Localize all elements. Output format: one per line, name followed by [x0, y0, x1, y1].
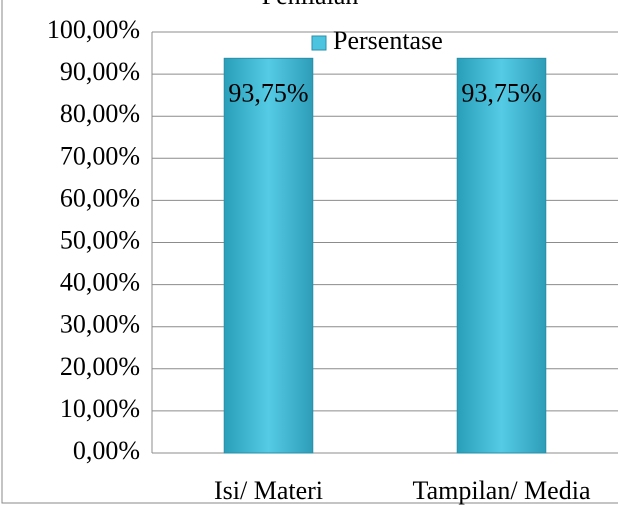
y-tick-label: 100,00%	[47, 15, 140, 44]
bar	[456, 57, 547, 454]
y-tick-label: 10,00%	[60, 394, 140, 423]
y-tick-label: 30,00%	[60, 310, 140, 339]
y-tick-label: 20,00%	[60, 352, 140, 381]
y-tick-label: 50,00%	[60, 225, 140, 254]
legend-swatch	[311, 35, 327, 51]
legend-label: Persentase	[333, 26, 443, 55]
x-tick-label: Tampilan/ Media	[413, 476, 591, 505]
data-label: 93,75%	[461, 78, 541, 107]
y-tick-label: 70,00%	[60, 141, 140, 170]
y-tick-label: 60,00%	[60, 183, 140, 212]
bar	[223, 57, 314, 454]
y-tick-label: 40,00%	[60, 268, 140, 297]
x-tick-label: Isi/ Materi	[214, 476, 323, 505]
y-tick-label: 80,00%	[60, 99, 140, 128]
chart-title: Penilaian	[262, 0, 359, 10]
y-tick-label: 0,00%	[73, 436, 140, 465]
y-tick-label: 90,00%	[60, 57, 140, 86]
data-label: 93,75%	[228, 78, 308, 107]
